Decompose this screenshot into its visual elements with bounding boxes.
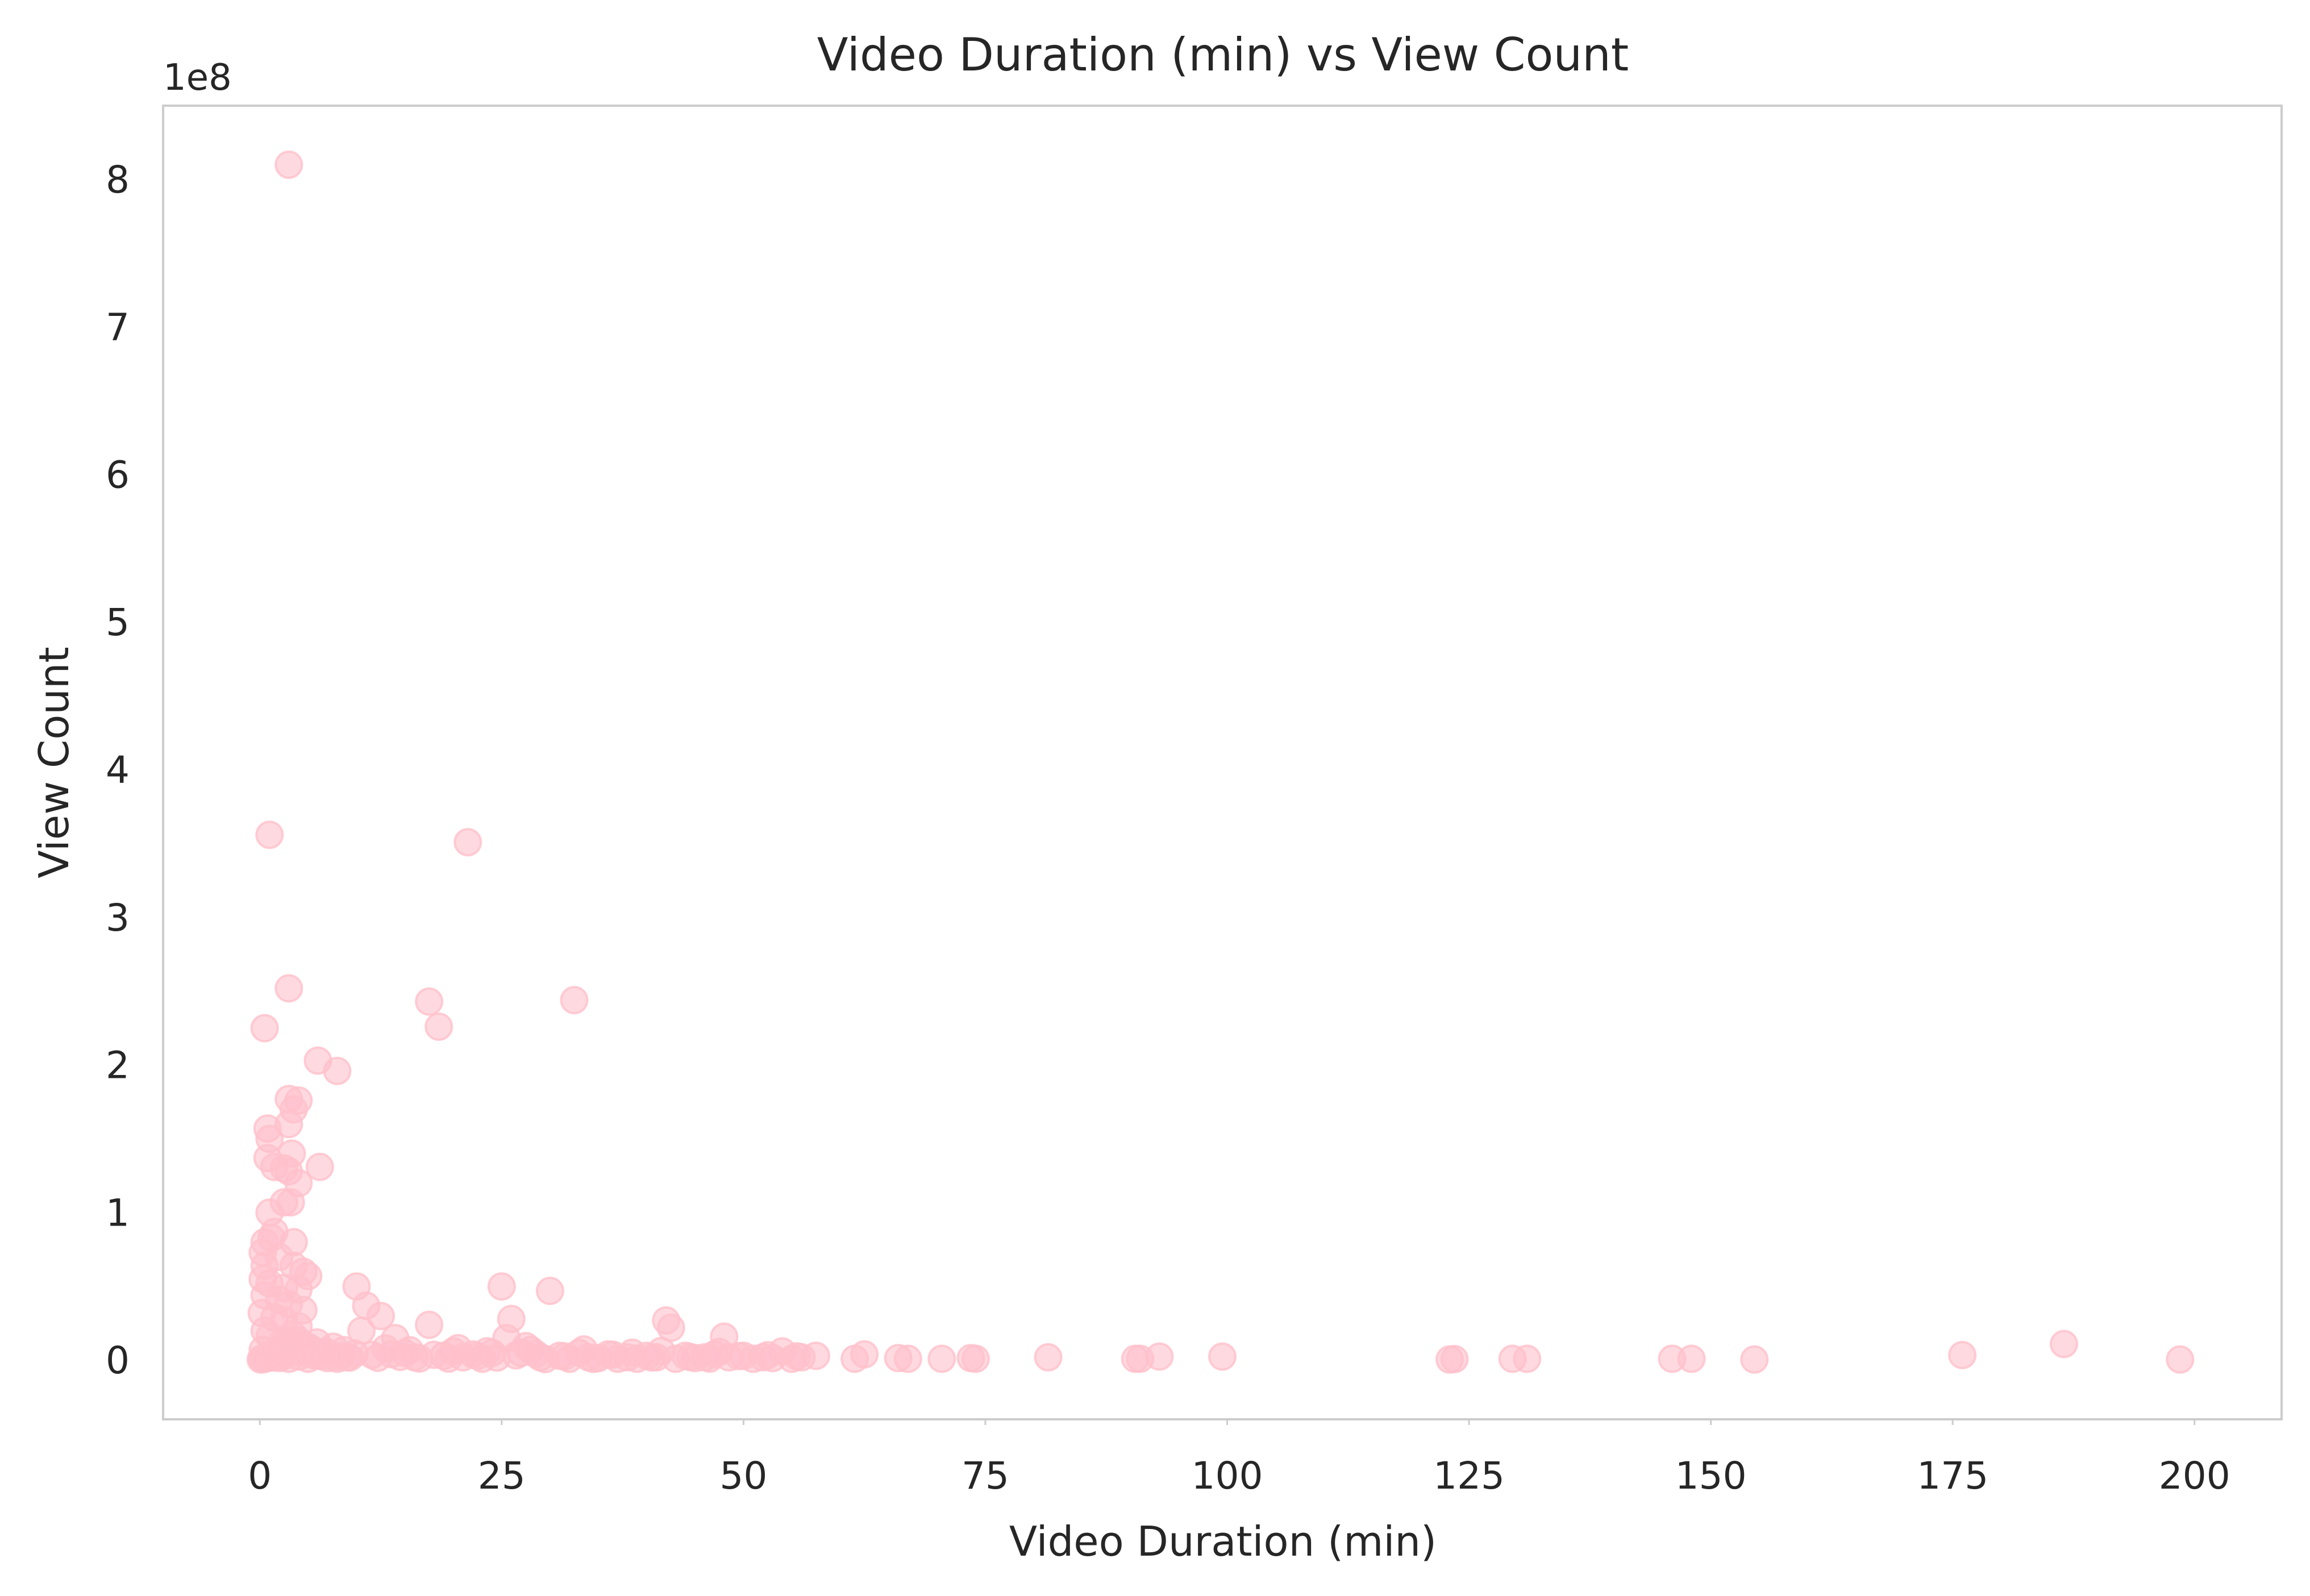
y-offset-label: 1e8 xyxy=(163,57,232,99)
data-point xyxy=(250,1014,279,1043)
x-tick-label: 150 xyxy=(1675,1454,1747,1498)
y-axis-label: View Count xyxy=(30,647,78,878)
data-point xyxy=(783,1342,811,1371)
data-point xyxy=(415,1310,444,1339)
data-points xyxy=(246,150,2195,1374)
data-point xyxy=(2050,1330,2078,1359)
data-point xyxy=(647,1336,676,1365)
data-point xyxy=(927,1344,956,1373)
data-point xyxy=(415,987,444,1016)
data-point xyxy=(453,828,482,857)
x-tick-label: 50 xyxy=(719,1454,767,1498)
data-point xyxy=(274,150,303,179)
y-axis-ticks: 0 1 2 3 4 5 6 7 8 xyxy=(106,158,130,1382)
data-point xyxy=(961,1344,990,1373)
data-point xyxy=(1145,1342,1174,1371)
data-point xyxy=(1034,1343,1063,1372)
data-point xyxy=(1440,1345,1469,1373)
data-point xyxy=(1740,1345,1769,1374)
y-tick-label: 1 xyxy=(106,1191,130,1235)
x-axis-label: Video Duration (min) xyxy=(1009,1518,1437,1565)
data-point xyxy=(724,1341,753,1370)
data-point xyxy=(305,1152,334,1181)
y-tick-label: 8 xyxy=(106,158,130,202)
x-tick-label: 175 xyxy=(1917,1454,1988,1498)
data-point xyxy=(2166,1345,2195,1374)
data-point xyxy=(1948,1341,1977,1369)
y-tick-label: 6 xyxy=(106,453,130,497)
chart-title: Video Duration (min) vs View Count xyxy=(817,28,1629,81)
x-tick-label: 25 xyxy=(478,1454,526,1498)
y-tick-label: 5 xyxy=(106,601,130,644)
y-tick-label: 7 xyxy=(106,306,130,349)
data-point xyxy=(424,1012,453,1041)
data-point xyxy=(323,1056,352,1085)
data-point xyxy=(1208,1342,1237,1371)
data-point xyxy=(1513,1344,1542,1373)
data-point xyxy=(1677,1344,1706,1373)
x-tick-label: 200 xyxy=(2159,1454,2230,1498)
x-tick-label: 100 xyxy=(1192,1454,1263,1498)
x-tick-label: 125 xyxy=(1433,1454,1505,1498)
data-point xyxy=(893,1344,922,1373)
x-tick-label: 75 xyxy=(962,1454,1009,1498)
x-tick-label: 0 xyxy=(248,1454,272,1498)
y-tick-label: 0 xyxy=(106,1339,130,1382)
data-point xyxy=(753,1341,782,1370)
plot-area xyxy=(162,105,2283,1420)
data-point xyxy=(487,1272,516,1301)
y-tick-label: 3 xyxy=(106,896,130,940)
y-tick-label: 2 xyxy=(106,1044,130,1087)
data-point xyxy=(255,820,284,849)
x-axis-ticks: 0 25 50 75 100 125 150 175 200 xyxy=(248,1419,2230,1498)
data-point xyxy=(367,1302,395,1331)
data-point xyxy=(274,974,303,1003)
data-point xyxy=(560,986,589,1015)
y-tick-label: 4 xyxy=(106,748,130,792)
data-point xyxy=(535,1277,564,1305)
data-point xyxy=(850,1340,879,1369)
